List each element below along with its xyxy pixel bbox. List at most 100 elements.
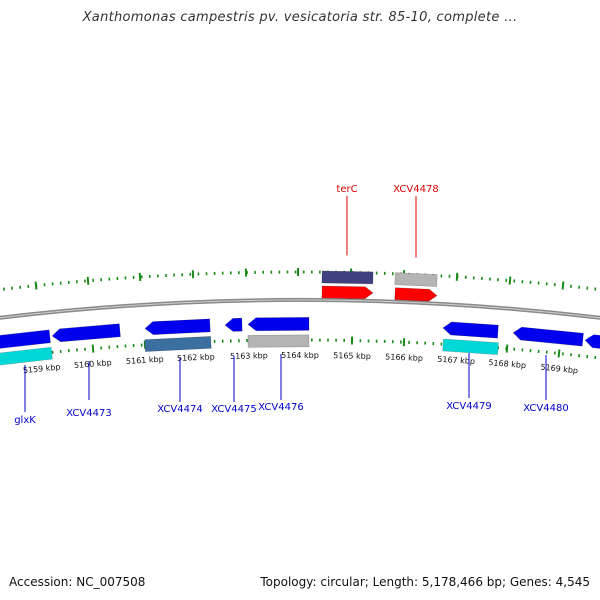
gene-arrow-reverse[interactable] [224, 317, 243, 332]
minor-tick-upper [229, 271, 232, 275]
minor-tick-lower [229, 339, 232, 343]
major-tick-upper [191, 270, 195, 279]
tick-label: 5169 kbp [540, 363, 578, 376]
gene-label-terc[interactable]: terC [336, 184, 357, 195]
minor-tick-upper [132, 275, 135, 279]
minor-tick-lower [570, 353, 572, 357]
tick-label: 5167 kbp [437, 355, 475, 366]
minor-tick-lower [327, 338, 329, 342]
gene-label-xcv4475[interactable]: XCV4475 [211, 404, 256, 415]
minor-tick-upper [440, 274, 443, 278]
feature-band-xcv4478[interactable] [394, 272, 438, 287]
minor-tick-lower [391, 340, 394, 344]
feature-band-terc[interactable] [321, 270, 374, 285]
feature-band-glxk[interactable] [0, 346, 53, 367]
minor-tick-upper [100, 278, 103, 282]
minor-tick-upper [254, 270, 256, 274]
minor-tick-upper [310, 270, 313, 274]
minor-tick-upper [545, 282, 548, 286]
minor-tick-upper [124, 276, 127, 280]
minor-tick-upper [489, 277, 491, 281]
minor-tick-lower [221, 339, 224, 343]
minor-tick-upper [294, 270, 297, 274]
map-title: Xanthomonas campestris pv. vesicatoria s… [82, 10, 518, 25]
minor-tick-lower [545, 350, 548, 354]
minor-tick-lower [561, 352, 564, 356]
minor-tick-lower [375, 339, 378, 343]
minor-tick-lower [424, 341, 427, 345]
minor-tick-upper [59, 281, 62, 285]
minor-tick-lower [84, 347, 86, 351]
minor-tick-lower [416, 341, 418, 345]
tick-label: 5160 kbp [74, 358, 112, 370]
gene-label-xcv4478[interactable]: XCV4478 [393, 184, 438, 195]
minor-tick-upper [464, 275, 467, 279]
minor-tick-lower [383, 339, 386, 343]
gene-label-xcv4473[interactable]: XCV4473 [66, 408, 111, 419]
gene-label-xcv4479[interactable]: XCV4479 [446, 401, 491, 412]
feature-band-xcv4479[interactable] [442, 338, 499, 356]
gene-arrow-xcv4478[interactable] [394, 287, 438, 302]
minor-tick-lower [67, 349, 70, 353]
minor-tick-upper [262, 270, 265, 274]
tick-label: 5165 kbp [333, 351, 371, 361]
minor-tick-upper [594, 287, 597, 291]
major-tick [505, 344, 509, 353]
minor-tick-upper [213, 271, 216, 275]
gene-label-xcv4476[interactable]: XCV4476 [258, 402, 303, 413]
minor-tick-lower [521, 348, 524, 352]
minor-tick-upper [513, 279, 516, 283]
gene-arrow-reverse[interactable] [442, 321, 499, 339]
gene-arrow-reverse[interactable] [144, 318, 211, 335]
gene-arrow-terc[interactable] [321, 285, 374, 300]
minor-tick-upper [286, 270, 289, 274]
minor-tick-upper [529, 280, 532, 284]
minor-tick-upper [116, 276, 119, 281]
minor-tick-upper [205, 272, 208, 276]
minor-tick-lower [75, 348, 78, 352]
gene-arrow-reverse[interactable] [584, 334, 600, 350]
gene-arrow-reverse[interactable] [512, 326, 584, 347]
genome-summary-text: Topology: circular; Length: 5,178,466 bp… [260, 575, 590, 589]
gene-label-xcv4474[interactable]: XCV4474 [157, 404, 202, 415]
minor-tick-upper [19, 285, 22, 289]
gene-arrow-reverse[interactable] [51, 323, 121, 343]
minor-tick-upper [578, 285, 581, 289]
minor-tick-lower [132, 343, 135, 348]
gene-label-glxk[interactable]: glxK [14, 415, 36, 426]
major-tick [402, 338, 406, 347]
major-tick-upper [244, 268, 248, 277]
minor-tick-lower [553, 351, 556, 355]
minor-tick-upper [383, 271, 386, 275]
minor-tick-upper [148, 274, 151, 278]
tick-label: 5159 kbp [23, 362, 61, 375]
tick-label: 5164 kbp [281, 351, 319, 360]
minor-tick-upper [165, 273, 167, 278]
tick-label: 5161 kbp [126, 355, 164, 366]
gene-label-xcv4480[interactable]: XCV4480 [523, 403, 568, 414]
tick-label: 5163 kbp [230, 351, 268, 361]
minor-tick-upper [51, 282, 54, 286]
genome-backbone-highlight [0, 299, 600, 319]
major-tick-upper [86, 276, 90, 285]
gene-arrow-reverse[interactable] [0, 329, 51, 350]
minor-tick-upper [221, 271, 224, 275]
minor-tick-lower [310, 338, 313, 342]
minor-tick-lower [440, 342, 443, 346]
minor-tick-upper [84, 279, 86, 283]
minor-tick-upper [391, 272, 394, 276]
minor-tick-upper [586, 286, 589, 290]
minor-tick-lower [432, 342, 435, 346]
gene-arrow-reverse[interactable] [247, 317, 310, 332]
minor-tick-upper [480, 276, 483, 281]
major-tick [91, 344, 95, 353]
feature-band-xcv4476[interactable] [247, 334, 310, 348]
minor-tick-lower [335, 338, 337, 342]
tick-label: 5166 kbp [385, 352, 423, 363]
minor-tick-lower [124, 344, 127, 348]
minor-tick-upper [505, 278, 508, 282]
feature-band-xcv4474[interactable] [144, 336, 212, 352]
minor-tick-lower [586, 354, 589, 359]
minor-tick-upper [570, 284, 572, 288]
